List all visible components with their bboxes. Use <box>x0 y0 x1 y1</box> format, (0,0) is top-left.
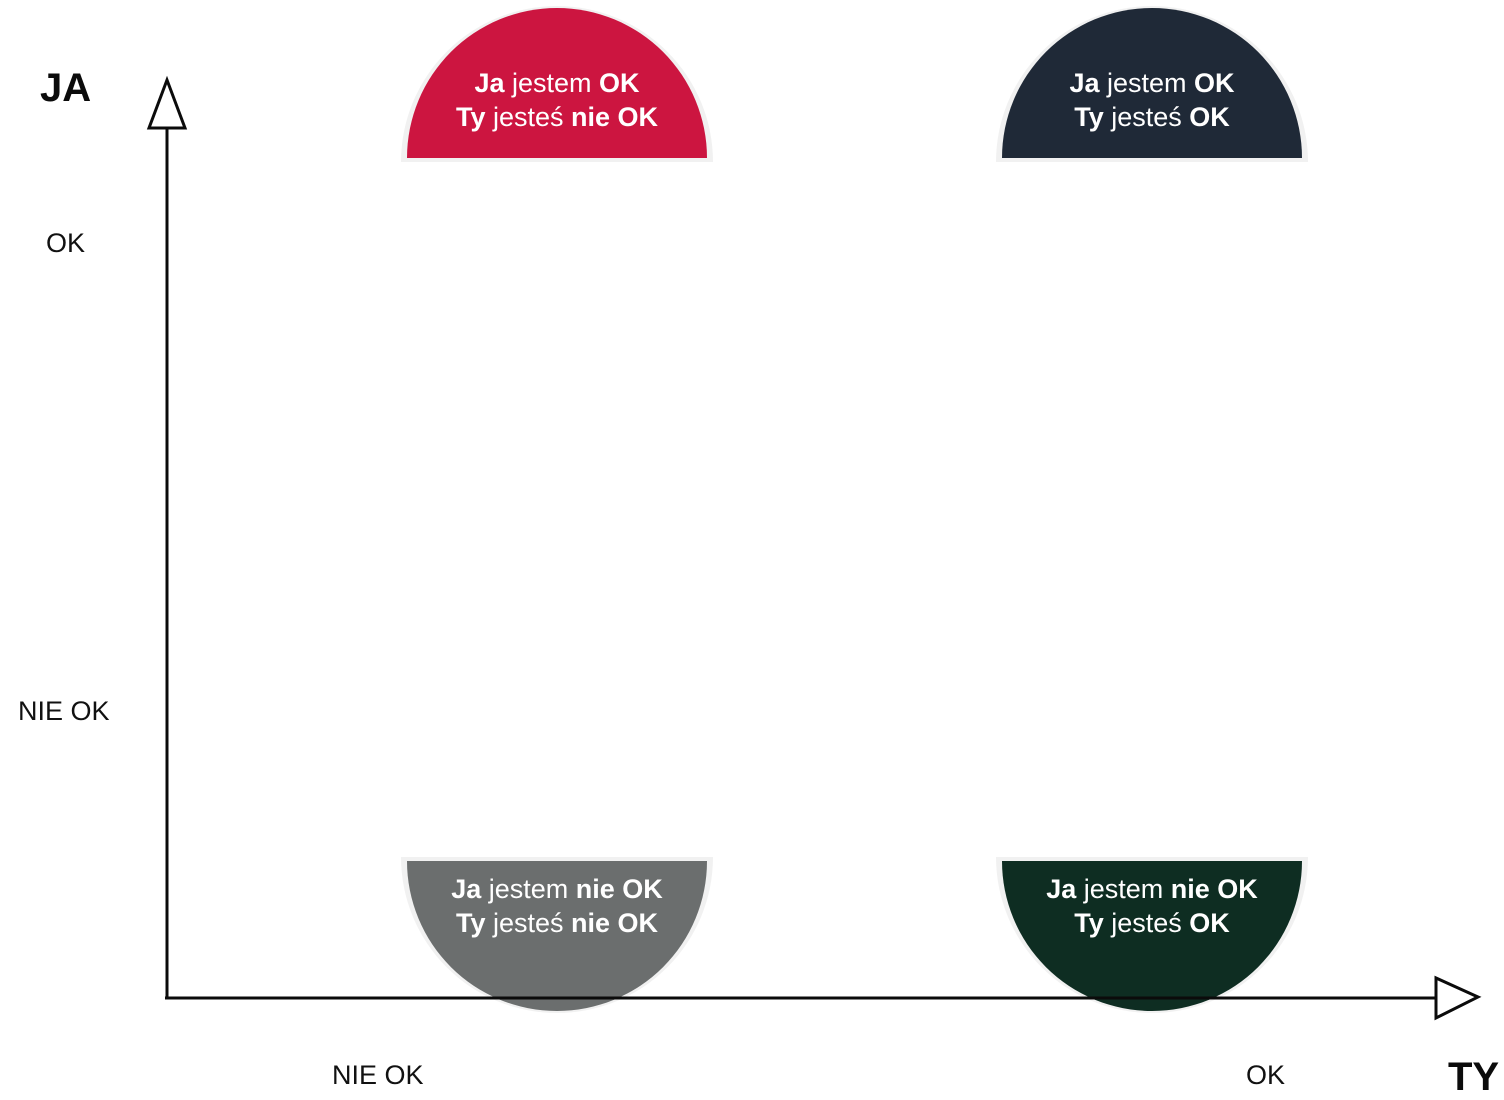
quadrant-top-left-fill <box>407 8 707 158</box>
quadrant-line-ty: Ty jesteś OK <box>1002 906 1302 940</box>
verb-text: jestem <box>1099 68 1195 98</box>
state-text: OK <box>599 68 640 98</box>
subject-text: Ty <box>1074 102 1104 132</box>
quadrant-top-right-fill <box>1002 8 1302 158</box>
quadrant-line-ja: Ja jestem OK <box>407 66 707 100</box>
quadrant-line-ja: Ja jestem nie OK <box>1002 872 1302 906</box>
quadrant-line-ja: Ja jestem OK <box>1002 66 1302 100</box>
verb-text: jesteś <box>1103 102 1190 132</box>
x-tick-nie-ok: NIE OK <box>332 1060 424 1090</box>
state-text: OK <box>1189 908 1230 938</box>
state-text: nie OK <box>575 874 663 904</box>
quadrant-line-ty: Ty jesteś nie OK <box>407 100 707 134</box>
axes <box>146 75 1482 1021</box>
x-axis-arrowhead <box>1434 975 1482 1021</box>
state-text: nie OK <box>571 102 659 132</box>
state-text: nie OK <box>571 908 659 938</box>
x-axis-title: TY <box>1448 1055 1500 1099</box>
quadrant-line-ja: Ja jestem nie OK <box>407 872 707 906</box>
verb-text: jestem <box>504 68 600 98</box>
quadrant-top-left-label: Ja jestem OK Ty jesteś nie OK <box>407 66 707 134</box>
quadrant-line-ty: Ty jesteś nie OK <box>407 906 707 940</box>
verb-text: jesteś <box>1103 908 1190 938</box>
subject-text: Ty <box>455 102 486 132</box>
verb-text: jestem <box>1076 874 1171 904</box>
x-tick-ok: OK <box>1246 1060 1286 1090</box>
quadrant-bottom-right-label: Ja jestem nie OK Ty jesteś OK <box>1002 872 1302 940</box>
subject-text: Ty <box>1074 908 1104 938</box>
quadrant-top-right-label: Ja jestem OK Ty jesteś OK <box>1002 66 1302 134</box>
y-axis-title: JA <box>40 66 92 110</box>
subject-text: Ja <box>474 68 505 98</box>
quadrant-bottom-right-fill <box>1002 861 1302 1011</box>
state-text: OK <box>1194 68 1235 98</box>
y-tick-nie-ok: NIE OK <box>18 696 110 726</box>
quadrant-bottom-left-fill <box>407 861 707 1011</box>
verb-text: jesteś <box>485 102 572 132</box>
quadrant-bottom-left-label: Ja jestem nie OK Ty jesteś nie OK <box>407 872 707 940</box>
subject-text: Ja <box>1046 874 1077 904</box>
verb-text: jesteś <box>485 908 572 938</box>
y-tick-ok: OK <box>46 228 86 258</box>
subject-text: Ja <box>1069 68 1100 98</box>
state-text: nie OK <box>1170 874 1258 904</box>
y-axis-arrowhead <box>146 75 188 130</box>
quadrant-shapes <box>401 6 1308 1013</box>
quadrant-line-ty: Ty jesteś OK <box>1002 100 1302 134</box>
state-text: OK <box>1189 102 1230 132</box>
subject-text: Ja <box>451 874 482 904</box>
verb-text: jestem <box>481 874 576 904</box>
subject-text: Ty <box>455 908 486 938</box>
